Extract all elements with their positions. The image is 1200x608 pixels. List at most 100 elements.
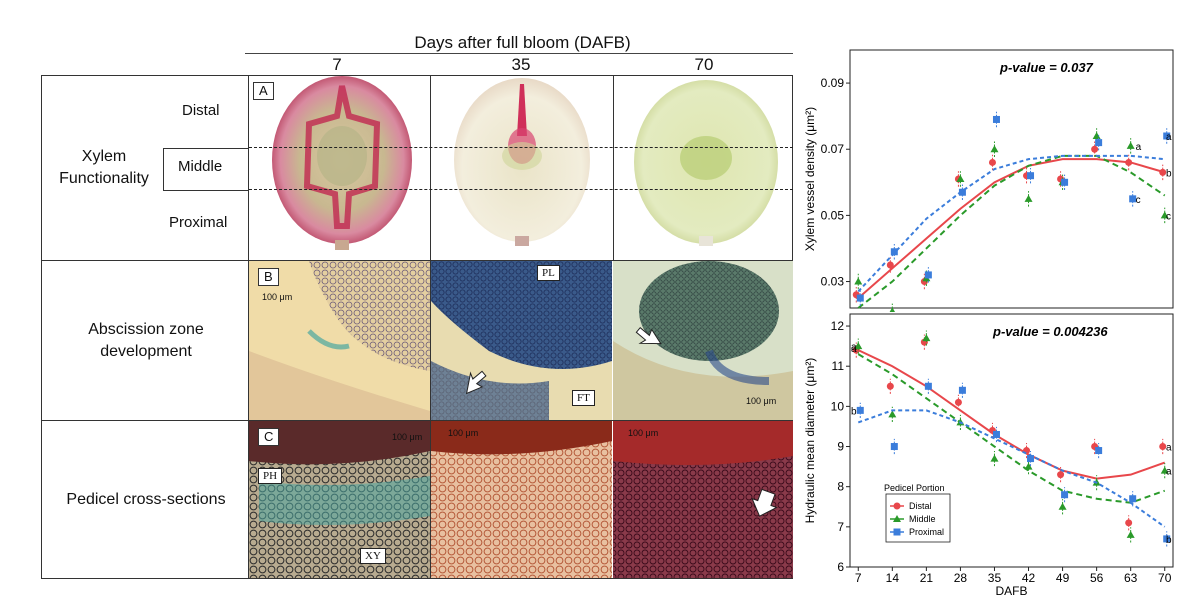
data-point-proximal xyxy=(1095,447,1103,455)
y-tick-label: 8 xyxy=(837,480,844,494)
x-tick-label: 56 xyxy=(1090,571,1104,585)
significance-letter: b xyxy=(1166,168,1172,179)
legend-item-label: Middle xyxy=(909,514,936,524)
significance-letter: a xyxy=(1166,443,1172,454)
panel-c-label: C xyxy=(258,428,280,446)
data-point-proximal xyxy=(890,248,898,256)
plot-frame xyxy=(849,313,1174,568)
proximal-label: Proximal xyxy=(169,214,228,231)
significance-letter: a xyxy=(1166,467,1172,478)
berry-sections xyxy=(272,76,778,250)
data-point-middle xyxy=(854,277,863,285)
data-point-distal xyxy=(1125,158,1133,166)
day-7-label: 7 xyxy=(332,55,342,74)
data-point-distal xyxy=(886,261,894,269)
x-tick-label: 49 xyxy=(1056,571,1070,585)
sublabel-divider xyxy=(163,148,164,190)
column-header-title: Days after full bloom (DAFB) xyxy=(414,33,631,52)
xylem-row-label: Xylem Functionality xyxy=(44,146,164,190)
data-point-middle xyxy=(990,145,999,153)
ph-tag: PH xyxy=(258,468,283,484)
legend-marker xyxy=(893,515,901,522)
x-tick-label: 7 xyxy=(855,571,862,585)
data-point-proximal xyxy=(1027,172,1035,180)
data-point-middle xyxy=(1160,466,1169,474)
xylem-label-line2: Functionality xyxy=(59,170,149,187)
data-point-distal xyxy=(1125,519,1133,527)
data-point-distal xyxy=(1159,168,1167,176)
scalebar-b3: 100 μm xyxy=(746,396,777,406)
data-point-proximal xyxy=(924,271,932,279)
y-axis-label: Xylem vessel density (μm²) xyxy=(803,107,817,251)
sublabel-line-1 xyxy=(163,148,248,149)
data-point-proximal xyxy=(1061,178,1069,186)
significance-letter: c xyxy=(1136,195,1141,206)
data-point-distal xyxy=(1057,471,1065,479)
data-point-proximal xyxy=(992,115,1000,123)
data-point-distal xyxy=(1091,145,1099,153)
data-point-middle xyxy=(1126,141,1135,149)
xy-tag: XY xyxy=(360,548,386,564)
significance-letter: b xyxy=(1166,535,1172,546)
abscission-micrographs xyxy=(249,261,793,420)
scalebar-c2: 100 μm xyxy=(448,428,479,438)
scalebar-c1: 100 μm xyxy=(392,432,423,442)
data-point-proximal xyxy=(856,294,864,302)
data-point-middle xyxy=(990,454,999,462)
y-tick-label: 0.03 xyxy=(821,275,845,289)
fit-line-distal xyxy=(857,349,1166,480)
data-point-distal xyxy=(886,382,894,390)
x-tick-label: 70 xyxy=(1158,571,1172,585)
abscission-label-line2: development xyxy=(100,343,192,360)
x-tick-label: 42 xyxy=(1022,571,1036,585)
y-tick-label: 6 xyxy=(837,560,844,574)
pedicel-micrographs xyxy=(249,421,793,578)
data-point-proximal xyxy=(958,386,966,394)
data-point-proximal xyxy=(924,382,932,390)
y-tick-label: 0.09 xyxy=(821,76,845,90)
ft-tag: FT xyxy=(572,390,595,406)
column-divider-0 xyxy=(248,75,249,579)
fit-line-proximal xyxy=(857,409,1166,528)
p-value-label: p-value = 0.037 xyxy=(999,60,1094,75)
data-point-distal xyxy=(954,398,962,406)
p-value-label: p-value = 0.004236 xyxy=(992,324,1108,339)
x-axis-label: DAFB xyxy=(995,584,1027,598)
legend-marker xyxy=(893,528,901,536)
significance-letter: a xyxy=(1136,142,1142,153)
data-point-middle xyxy=(1126,530,1135,538)
data-point-middle xyxy=(889,307,896,312)
data-point-proximal xyxy=(1027,455,1035,463)
y-tick-label: 11 xyxy=(832,359,845,373)
data-point-middle xyxy=(888,410,897,418)
plot-frame xyxy=(849,49,1174,309)
berry-7dafb xyxy=(272,76,412,250)
y-tick-label: 0.07 xyxy=(821,142,845,156)
day-70-label: 70 xyxy=(694,55,714,74)
y-tick-label: 9 xyxy=(837,440,844,454)
row-divider-2 xyxy=(41,420,793,421)
sublabel-line-2 xyxy=(163,190,248,191)
fit-line-middle xyxy=(857,154,1166,309)
legend-item-label: Proximal xyxy=(909,527,944,537)
data-point-middle xyxy=(1024,462,1033,470)
header-underline xyxy=(245,53,793,54)
data-point-middle xyxy=(922,334,931,342)
pl-tag: PL xyxy=(537,265,560,281)
data-point-proximal xyxy=(1163,132,1171,140)
legend-title: Pedicel Portion xyxy=(884,483,945,493)
legend-marker xyxy=(893,502,901,510)
distal-middle-boundary xyxy=(249,147,793,148)
data-point-proximal xyxy=(1129,195,1137,203)
data-point-middle xyxy=(1160,211,1169,219)
significance-letter: b xyxy=(851,406,857,417)
data-point-middle xyxy=(956,175,965,182)
data-point-proximal xyxy=(1061,491,1069,499)
legend-item-label: Distal xyxy=(909,501,932,511)
y-tick-label: 7 xyxy=(837,520,844,534)
panel-b-label: B xyxy=(258,268,279,286)
berry-70dafb xyxy=(634,80,778,246)
scalebar-b1: 100 μm xyxy=(262,292,293,302)
y-tick-label: 10 xyxy=(831,399,845,413)
y-tick-label: 0.05 xyxy=(821,208,845,222)
